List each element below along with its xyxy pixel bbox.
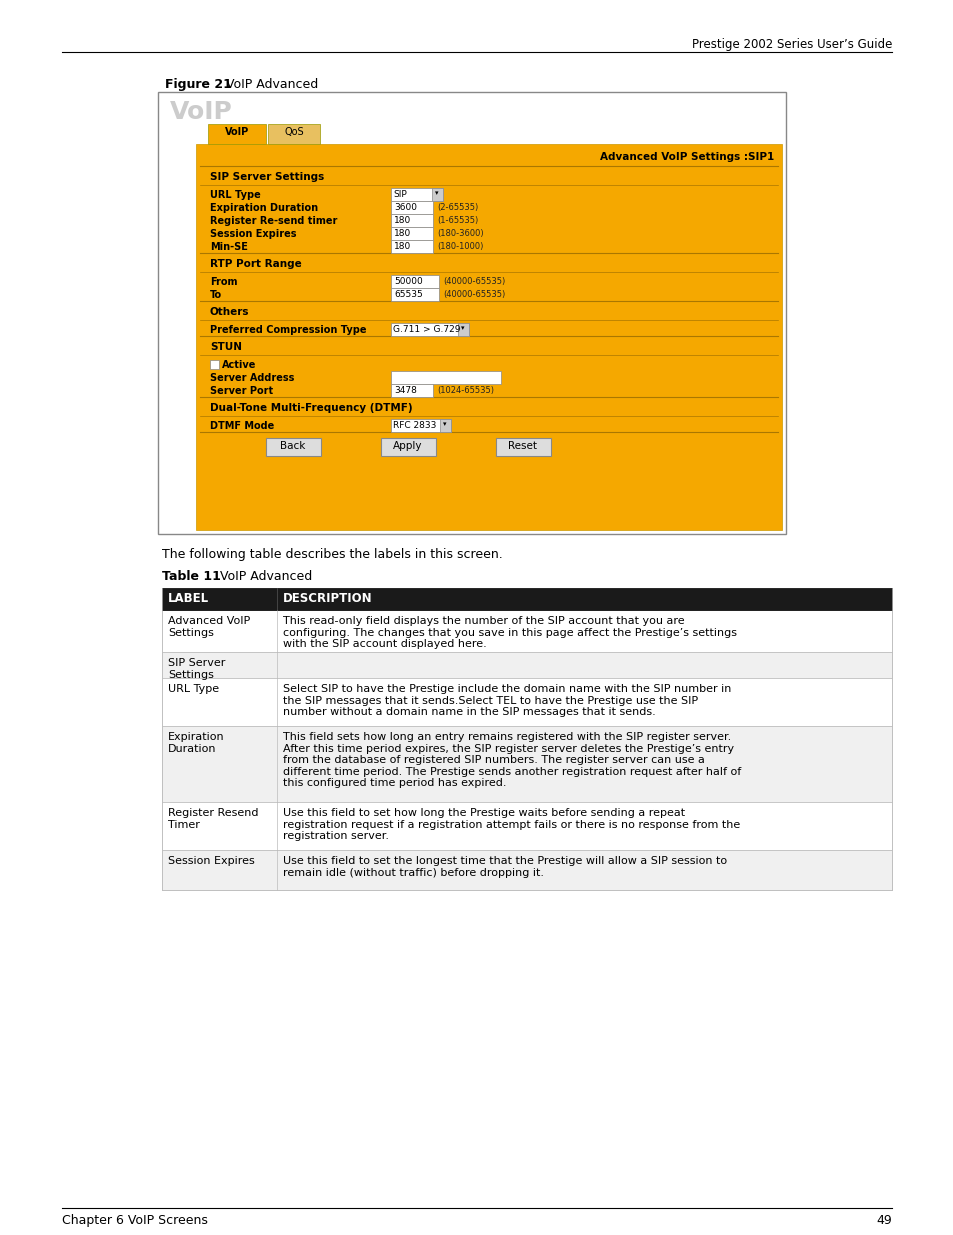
- Bar: [391, 288, 438, 301]
- Text: (1024-65535): (1024-65535): [436, 387, 494, 395]
- Text: (180-1000): (180-1000): [436, 242, 483, 251]
- Text: Apply: Apply: [393, 441, 422, 451]
- Text: ▾: ▾: [460, 325, 464, 331]
- Bar: [391, 227, 433, 240]
- Text: VoIP Advanced: VoIP Advanced: [226, 78, 318, 91]
- Text: 180: 180: [394, 228, 411, 238]
- Text: QoS: QoS: [284, 127, 303, 137]
- Text: Expiration
Duration: Expiration Duration: [168, 732, 224, 753]
- Text: RTP Port Range: RTP Port Range: [210, 259, 301, 269]
- Bar: [162, 726, 891, 802]
- Text: STUN: STUN: [210, 342, 242, 352]
- Text: DTMF Mode: DTMF Mode: [210, 421, 274, 431]
- Text: 3600: 3600: [394, 203, 416, 212]
- Text: Advanced VoIP Settings :SIP1: Advanced VoIP Settings :SIP1: [599, 152, 773, 162]
- Text: SIP Server
Settings: SIP Server Settings: [168, 658, 225, 679]
- Text: Prestige 2002 Series User’s Guide: Prestige 2002 Series User’s Guide: [691, 38, 891, 51]
- Text: Figure 21: Figure 21: [165, 78, 232, 91]
- Bar: [158, 91, 785, 534]
- Bar: [266, 438, 320, 456]
- Text: LABEL: LABEL: [168, 592, 209, 605]
- Text: Back: Back: [280, 441, 305, 451]
- Text: Advanced VoIP
Settings: Advanced VoIP Settings: [168, 616, 250, 637]
- Bar: [496, 438, 551, 456]
- Text: (1-65535): (1-65535): [436, 216, 477, 225]
- Bar: [391, 240, 433, 253]
- Text: Dual-Tone Multi-Frequency (DTMF): Dual-Tone Multi-Frequency (DTMF): [210, 403, 413, 412]
- Bar: [391, 370, 500, 384]
- Text: Select SIP to have the Prestige include the domain name with the SIP number in
t: Select SIP to have the Prestige include …: [283, 684, 731, 718]
- Text: Session Expires: Session Expires: [210, 228, 296, 240]
- Text: VoIP Advanced: VoIP Advanced: [220, 571, 312, 583]
- Bar: [380, 438, 436, 456]
- Text: Expiration Duration: Expiration Duration: [210, 203, 317, 212]
- Text: Register Re-send timer: Register Re-send timer: [210, 216, 337, 226]
- Bar: [210, 359, 219, 369]
- Text: URL Type: URL Type: [168, 684, 219, 694]
- Text: SIP Server Settings: SIP Server Settings: [210, 172, 324, 182]
- Text: Use this field to set how long the Prestige waits before sending a repeat
regist: Use this field to set how long the Prest…: [283, 808, 740, 841]
- Text: Preferred Compression Type: Preferred Compression Type: [210, 325, 366, 335]
- Bar: [162, 610, 891, 652]
- Text: SIP: SIP: [393, 190, 406, 199]
- Bar: [439, 419, 451, 432]
- Text: G.711 > G.729: G.711 > G.729: [393, 325, 460, 333]
- Bar: [268, 124, 319, 144]
- Text: (2-65535): (2-65535): [436, 203, 477, 212]
- Bar: [391, 419, 451, 432]
- Text: Reset: Reset: [508, 441, 537, 451]
- Text: Register Resend
Timer: Register Resend Timer: [168, 808, 258, 830]
- Text: ▾: ▾: [443, 421, 446, 427]
- Text: Chapter 6 VoIP Screens: Chapter 6 VoIP Screens: [62, 1214, 208, 1228]
- Bar: [391, 384, 433, 396]
- Text: Min-SE: Min-SE: [210, 242, 248, 252]
- Text: URL Type: URL Type: [210, 190, 260, 200]
- Text: (40000-65535): (40000-65535): [442, 277, 505, 287]
- Bar: [162, 850, 891, 890]
- Text: Others: Others: [210, 308, 250, 317]
- Bar: [162, 588, 891, 610]
- Text: VoIP: VoIP: [225, 127, 249, 137]
- Bar: [391, 188, 442, 201]
- Text: (180-3600): (180-3600): [436, 228, 483, 238]
- Text: Server Port: Server Port: [210, 387, 273, 396]
- Text: Active: Active: [222, 359, 256, 370]
- Text: VoIP: VoIP: [170, 100, 233, 124]
- Text: ▾: ▾: [435, 190, 438, 196]
- Text: 49: 49: [876, 1214, 891, 1228]
- Bar: [457, 324, 469, 336]
- Text: This field sets how long an entry remains registered with the SIP register serve: This field sets how long an entry remain…: [283, 732, 740, 788]
- Text: Server Address: Server Address: [210, 373, 294, 383]
- Text: 65535: 65535: [394, 290, 422, 299]
- Text: (40000-65535): (40000-65535): [442, 290, 505, 299]
- Bar: [162, 652, 891, 678]
- Bar: [195, 144, 781, 530]
- Text: 50000: 50000: [394, 277, 422, 287]
- Bar: [391, 201, 433, 214]
- Text: To: To: [210, 290, 222, 300]
- Bar: [208, 124, 266, 144]
- Text: This read-only field displays the number of the SIP account that you are
configu: This read-only field displays the number…: [283, 616, 737, 650]
- Text: 180: 180: [394, 216, 411, 225]
- Bar: [391, 214, 433, 227]
- Text: DESCRIPTION: DESCRIPTION: [283, 592, 373, 605]
- Text: Session Expires: Session Expires: [168, 856, 254, 866]
- Bar: [391, 324, 469, 336]
- Text: 180: 180: [394, 242, 411, 251]
- Bar: [391, 275, 438, 288]
- Bar: [162, 802, 891, 850]
- Text: RFC 2833: RFC 2833: [393, 421, 436, 430]
- Text: Use this field to set the longest time that the Prestige will allow a SIP sessio: Use this field to set the longest time t…: [283, 856, 726, 878]
- Text: 3478: 3478: [394, 387, 416, 395]
- Text: The following table describes the labels in this screen.: The following table describes the labels…: [162, 548, 502, 561]
- Bar: [432, 188, 442, 201]
- Text: From: From: [210, 277, 237, 287]
- Bar: [162, 678, 891, 726]
- Text: Table 11: Table 11: [162, 571, 221, 583]
